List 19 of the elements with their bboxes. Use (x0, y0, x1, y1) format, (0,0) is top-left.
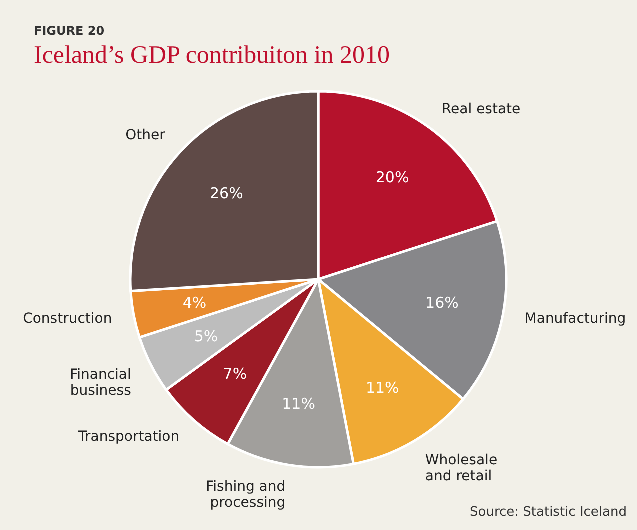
data-label: 4% (182, 294, 207, 312)
source-note: Source: Statistic Iceland (470, 505, 627, 520)
data-label: 11% (366, 378, 400, 397)
slice-label: Other (126, 128, 166, 144)
slice-label: Manufacturing (524, 310, 626, 327)
data-label: 11% (282, 394, 316, 413)
slice-label: Financial business (70, 366, 132, 399)
slice-label: Construction (23, 310, 112, 327)
chart-title: Iceland’s GDP contribuiton in 2010 (34, 42, 390, 70)
data-label: 5% (194, 328, 218, 346)
slice-label: Wholesale and retail (425, 452, 498, 484)
caption: FIGURE 20 (34, 24, 105, 38)
slice-label: Fishing and processing (206, 478, 286, 511)
data-label: 16% (426, 294, 459, 312)
data-label: 20% (376, 168, 410, 187)
slice-label: Transportation (78, 429, 180, 446)
data-label: 26% (210, 184, 244, 202)
data-label: 7% (223, 364, 248, 383)
slice-label: Real estate (442, 102, 521, 118)
